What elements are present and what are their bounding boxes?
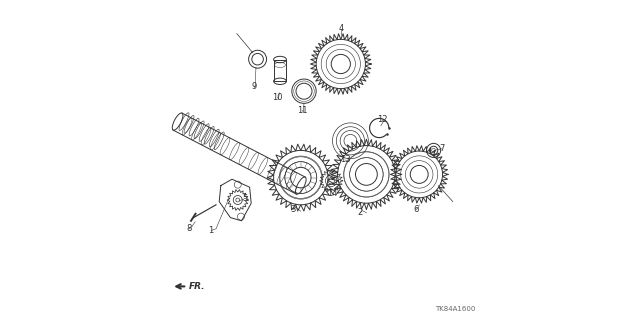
Text: TK84A1600: TK84A1600 bbox=[435, 306, 475, 312]
Text: 10: 10 bbox=[273, 93, 283, 102]
Text: 1: 1 bbox=[209, 226, 214, 235]
Text: 11: 11 bbox=[297, 106, 308, 115]
Text: 5: 5 bbox=[242, 194, 248, 203]
Text: 2: 2 bbox=[357, 208, 363, 217]
Text: 3: 3 bbox=[290, 205, 296, 214]
Text: 14: 14 bbox=[328, 189, 338, 198]
Text: 13: 13 bbox=[340, 156, 351, 164]
Text: 12: 12 bbox=[377, 116, 388, 124]
Text: 6: 6 bbox=[413, 205, 419, 214]
Text: 8: 8 bbox=[186, 224, 191, 233]
Text: FR.: FR. bbox=[189, 282, 205, 291]
Text: 7: 7 bbox=[439, 144, 444, 153]
Text: 4: 4 bbox=[338, 24, 344, 33]
Bar bbox=[274, 60, 287, 81]
Text: 9: 9 bbox=[252, 82, 257, 91]
